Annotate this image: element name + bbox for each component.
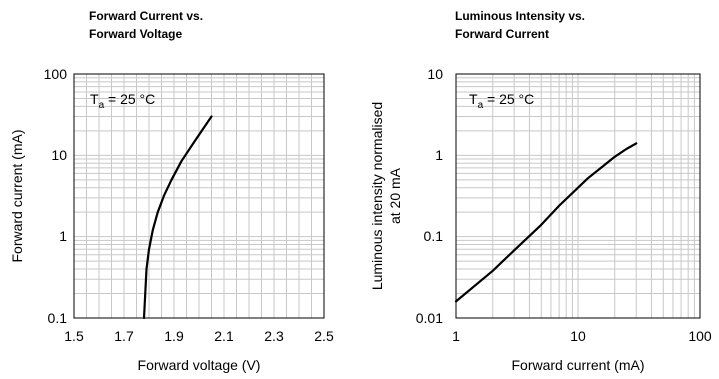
chart1-marks <box>142 115 213 320</box>
chart1-x-tick-label: 1.9 <box>164 328 184 344</box>
chart2-y-axis-label-line1: Luminous intensity normalised <box>369 102 385 290</box>
chart1-title-line1: Forward Current vs. <box>89 9 203 23</box>
chart1-y-axis-label: Forward current (mA) <box>9 129 25 262</box>
chart1-x-tick-label: 2.5 <box>314 328 334 344</box>
chart2-marks <box>454 142 638 303</box>
chart2-x-axis-label: Forward current (mA) <box>511 357 644 373</box>
chart1-x-tick-label: 1.7 <box>114 328 134 344</box>
chart2-x-tick-label: 1 <box>452 328 460 344</box>
chart1-x-tick-label: 2.1 <box>214 328 234 344</box>
chart1-x-axis-label: Forward voltage (V) <box>138 357 261 373</box>
chart1-y-tick-label: 10 <box>51 147 67 163</box>
chart2-x-tick-label: 10 <box>570 328 586 344</box>
chart-forward-current-vs-voltage: Forward Current vs. Forward Voltage 100 … <box>9 9 334 373</box>
chart1-grid <box>74 74 324 318</box>
chart2-title-line1: Luminous Intensity vs. <box>455 9 585 23</box>
chart1-x-tick-label: 2.3 <box>264 328 284 344</box>
chart1-y-tick-label: 0.1 <box>48 310 68 326</box>
chart2-plot-frame <box>455 73 701 319</box>
chart2-x-tick-label: 100 <box>688 328 712 344</box>
chart2-y-tick-label: 0.1 <box>424 228 444 244</box>
chart2-y-axis-label-line2: at 20 mA <box>387 167 403 224</box>
chart2-y-tick-label: 1 <box>435 147 443 163</box>
chart2-grid <box>456 74 700 318</box>
chart1-plot-frame <box>73 73 325 319</box>
chart2-y-tick-label: 10 <box>427 66 443 82</box>
chart2-series-line <box>454 142 638 303</box>
chart2-title-line2: Forward Current <box>455 27 549 41</box>
chart1-x-tick-label: 1.5 <box>64 328 84 344</box>
chart2-y-tick-label: 0.01 <box>416 310 443 326</box>
chart1-title-line2: Forward Voltage <box>89 27 182 41</box>
chart-luminous-intensity-vs-current: Luminous Intensity vs. Forward Current 1… <box>369 9 712 373</box>
chart1-y-tick-label: 100 <box>44 66 68 82</box>
chart2-temperature-annotation: Ta = 25 °C <box>469 91 534 111</box>
chart1-series-line <box>142 115 213 320</box>
chart1-y-tick-label: 1 <box>59 228 67 244</box>
chart1-temperature-annotation: Ta = 25 °C <box>90 91 155 111</box>
